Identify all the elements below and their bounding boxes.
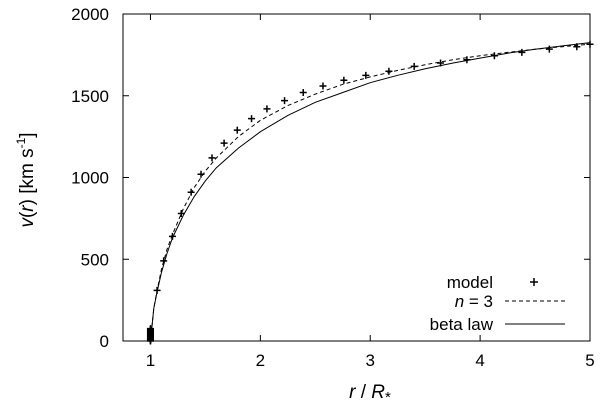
x-tick-label: 5 bbox=[585, 351, 594, 370]
x-tick-labels: 1 2 3 4 5 bbox=[146, 351, 595, 370]
legend-marker-model bbox=[530, 278, 538, 286]
data-point bbox=[220, 139, 228, 147]
legend-label-beta-law: beta law bbox=[430, 315, 494, 334]
data-point bbox=[299, 88, 307, 96]
series-layer bbox=[146, 40, 594, 345]
plot-frame bbox=[122, 13, 591, 342]
data-point bbox=[233, 126, 241, 134]
data-point bbox=[248, 115, 256, 123]
x-tick-label: 4 bbox=[475, 351, 484, 370]
x-tick-label: 1 bbox=[146, 351, 155, 370]
data-point bbox=[340, 76, 348, 84]
data-point bbox=[187, 188, 195, 196]
data-point bbox=[518, 48, 526, 56]
data-point bbox=[208, 154, 216, 162]
y-tick-label: 1500 bbox=[71, 87, 109, 106]
data-point bbox=[263, 105, 271, 113]
series-line-n-3 bbox=[150, 43, 591, 342]
data-point bbox=[362, 71, 370, 79]
data-point bbox=[385, 67, 393, 75]
data-point bbox=[545, 45, 553, 53]
legend-label-n3: n = 3 bbox=[455, 292, 493, 311]
axis-ticks bbox=[123, 13, 591, 342]
y-tick-labels: 0 500 1000 1500 2000 bbox=[71, 5, 109, 351]
y-tick-label: 500 bbox=[81, 250, 109, 269]
data-point bbox=[281, 97, 289, 105]
y-tick-label: 1000 bbox=[71, 169, 109, 188]
x-tick-label: 3 bbox=[366, 351, 375, 370]
x-tick-label: 2 bbox=[256, 351, 265, 370]
data-point bbox=[146, 325, 154, 333]
y-axis-title: v(r) [km s-1] bbox=[14, 132, 38, 227]
legend: model n = 3 beta law bbox=[430, 273, 565, 334]
y-tick-label: 2000 bbox=[71, 5, 109, 24]
y-tick-label: 0 bbox=[100, 332, 109, 351]
series-model bbox=[146, 40, 594, 345]
data-point bbox=[319, 82, 327, 90]
legend-label-model: model bbox=[447, 273, 493, 292]
x-axis-title: r / R* bbox=[349, 382, 391, 406]
series-line-beta-law bbox=[150, 42, 591, 342]
data-point bbox=[177, 209, 185, 217]
